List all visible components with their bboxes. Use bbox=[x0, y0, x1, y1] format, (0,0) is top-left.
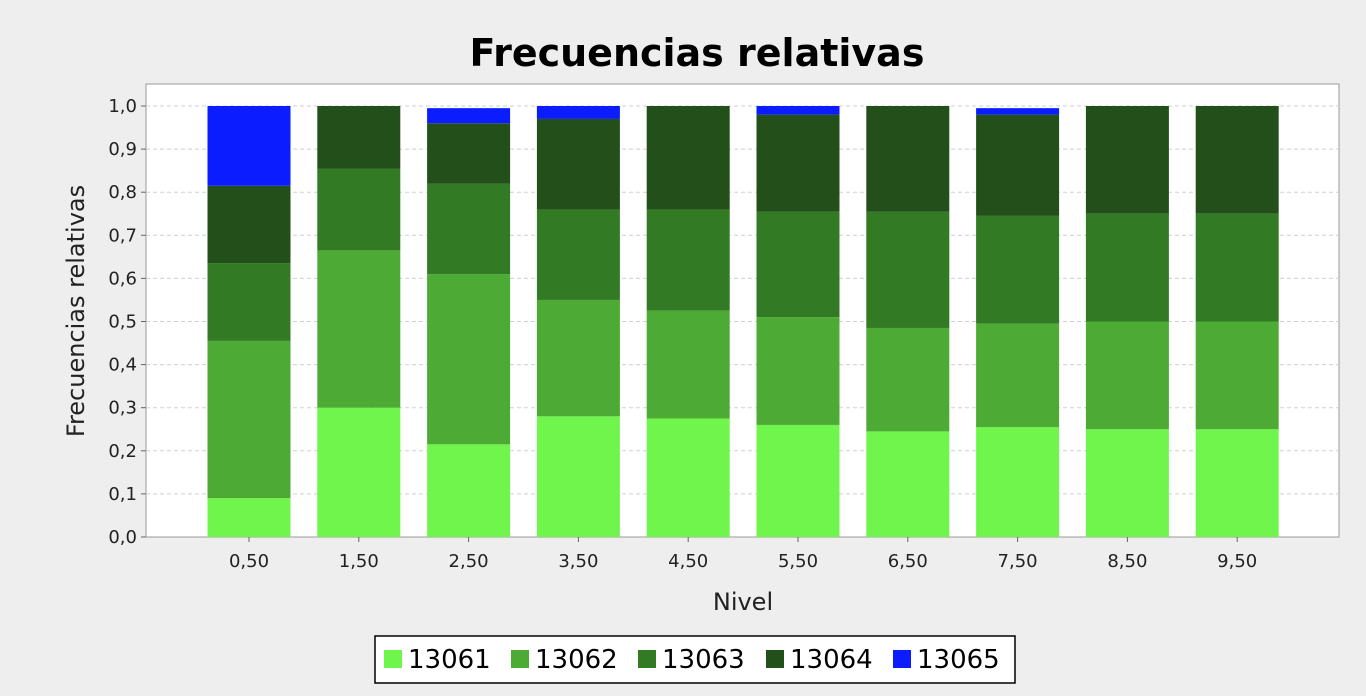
bar-segment-13064 bbox=[1085, 106, 1169, 214]
bar-segment-13061 bbox=[976, 427, 1060, 537]
bar-segment-13064 bbox=[646, 106, 730, 210]
x-tick-label: 4,50 bbox=[668, 551, 708, 572]
legend-swatch bbox=[766, 650, 784, 668]
x-axis-label: Nivel bbox=[713, 588, 773, 616]
y-tick-label: 0,1 bbox=[108, 484, 137, 505]
bar-segment-13065 bbox=[756, 106, 840, 115]
x-tick-label: 7,50 bbox=[998, 551, 1038, 572]
x-tick-label: 2,50 bbox=[449, 551, 489, 572]
x-tick-label: 1,50 bbox=[339, 551, 379, 572]
bar-segment-13062 bbox=[976, 323, 1060, 428]
legend-swatch bbox=[893, 650, 911, 668]
bar-segment-13062 bbox=[756, 317, 840, 425]
y-tick-label: 0,3 bbox=[108, 398, 137, 419]
bar-segment-13061 bbox=[317, 407, 401, 537]
y-axis-ticks: 0,0 0,1 0,2 0,3 0,4 0,5 0,6 0,7 0,8 0,9 1,0 bbox=[108, 96, 146, 548]
bar-segment-13065 bbox=[536, 106, 620, 119]
bar-segment-13061 bbox=[536, 416, 620, 537]
bar-segment-13064 bbox=[866, 106, 950, 212]
x-tick-label: 0,50 bbox=[229, 551, 269, 572]
y-tick-label: 0,7 bbox=[108, 225, 137, 246]
bar-segment-13063 bbox=[1195, 213, 1279, 322]
legend-label: 13062 bbox=[535, 645, 618, 675]
bar-segment-13065 bbox=[207, 106, 291, 186]
bar-segment-13061 bbox=[756, 424, 840, 537]
bar-segment-13064 bbox=[756, 114, 840, 212]
y-tick-label: 0,0 bbox=[108, 527, 137, 548]
legend-label: 13064 bbox=[790, 645, 873, 675]
bar-segment-13063 bbox=[756, 211, 840, 318]
bar-segment-13061 bbox=[207, 498, 291, 537]
bars bbox=[207, 106, 1279, 537]
bar-segment-13061 bbox=[1195, 429, 1279, 537]
x-tick-label: 9,50 bbox=[1217, 551, 1257, 572]
bar-segment-13064 bbox=[207, 185, 291, 264]
x-tick-label: 5,50 bbox=[778, 551, 818, 572]
y-tick-label: 0,8 bbox=[108, 182, 137, 203]
bar-segment-13064 bbox=[536, 118, 620, 210]
bar-segment-13062 bbox=[207, 340, 291, 499]
bar-segment-13062 bbox=[1195, 321, 1279, 430]
x-tick-label: 6,50 bbox=[888, 551, 928, 572]
x-axis-ticks: 0,50 1,50 2,50 3,50 4,50 5,50 6,50 7,50 8,50 9,50 bbox=[229, 537, 1257, 572]
x-tick-label: 8,50 bbox=[1107, 551, 1147, 572]
y-tick-label: 1,0 bbox=[108, 96, 137, 117]
y-tick-label: 0,9 bbox=[108, 139, 137, 160]
bar-segment-13062 bbox=[317, 250, 401, 408]
legend-swatch bbox=[511, 650, 529, 668]
y-tick-label: 0,5 bbox=[108, 312, 137, 333]
chart-title: Frecuencias relativas bbox=[470, 31, 925, 75]
bar-segment-13064 bbox=[1195, 106, 1279, 214]
y-axis-label: Frecuencias relativas bbox=[62, 185, 90, 437]
bar-segment-13063 bbox=[536, 209, 620, 300]
y-tick-label: 0,6 bbox=[108, 268, 137, 289]
bar-segment-13062 bbox=[1085, 321, 1169, 430]
bar-segment-13061 bbox=[866, 431, 950, 537]
legend-swatch bbox=[384, 650, 402, 668]
bar-segment-13063 bbox=[207, 263, 291, 341]
bar-segment-13062 bbox=[866, 327, 950, 432]
bar-segment-13061 bbox=[427, 444, 511, 537]
bar-segment-13065 bbox=[427, 108, 511, 124]
bar-segment-13063 bbox=[1085, 213, 1169, 322]
legend-label: 13063 bbox=[662, 645, 745, 675]
bar-segment-13064 bbox=[427, 123, 511, 184]
bar-segment-13062 bbox=[646, 310, 730, 419]
bar-segment-13063 bbox=[646, 209, 730, 311]
bar-segment-13062 bbox=[536, 299, 620, 417]
y-tick-label: 0,4 bbox=[108, 355, 137, 376]
bar-segment-13061 bbox=[1085, 429, 1169, 537]
bar-segment-13063 bbox=[866, 211, 950, 328]
bar-segment-13064 bbox=[976, 114, 1060, 216]
bar-segment-13061 bbox=[646, 418, 730, 537]
legend-label: 13065 bbox=[917, 645, 1000, 675]
bar-segment-13064 bbox=[317, 106, 401, 169]
bar-segment-13065 bbox=[976, 108, 1060, 115]
legend-swatch bbox=[638, 650, 656, 668]
bar-segment-13063 bbox=[317, 168, 401, 251]
x-tick-label: 3,50 bbox=[558, 551, 598, 572]
bar-segment-13063 bbox=[427, 183, 511, 275]
y-tick-label: 0,2 bbox=[108, 441, 137, 462]
legend-label: 13061 bbox=[408, 645, 491, 675]
legend: 13061 13062 13063 13064 13065 bbox=[374, 635, 1016, 684]
bar-segment-13062 bbox=[427, 274, 511, 445]
bar-segment-13063 bbox=[976, 215, 1060, 324]
